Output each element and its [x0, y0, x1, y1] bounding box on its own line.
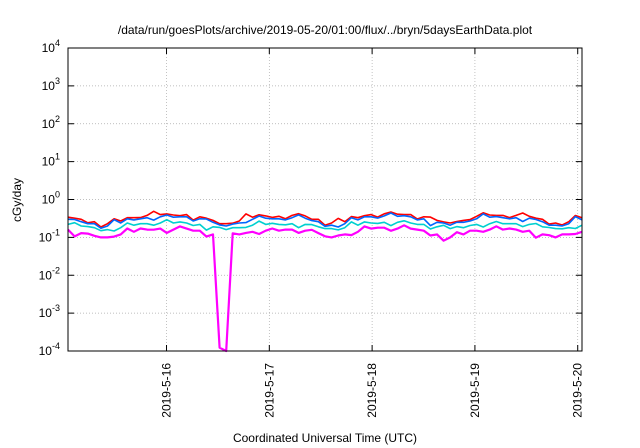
- y-tick-label: 10-4: [39, 341, 60, 358]
- series-line-2: [67, 212, 583, 229]
- y-tick-label: 101: [42, 152, 60, 169]
- series-line-3: [67, 218, 583, 232]
- series-line-4: [67, 224, 583, 353]
- series-layer: [67, 210, 583, 353]
- y-tick-label: 102: [42, 114, 60, 131]
- series-line-1: [67, 210, 583, 228]
- x-tick-label: 2019-5-19: [468, 363, 482, 418]
- y-tick-label: 10-3: [39, 303, 60, 320]
- x-tick-label: 2019-5-17: [262, 363, 276, 418]
- plot-frame: [67, 47, 583, 352]
- y-tick-label: 10-1: [39, 227, 60, 244]
- y-tick-label: 100: [42, 190, 60, 207]
- chart-title: /data/run/goesPlots/archive/2019-05-20/0…: [118, 23, 533, 37]
- x-tick-label: 2019-5-20: [571, 363, 585, 418]
- ticks: 10-4 10-3 10-2 10-1 100 101 102 103 104 2019-5-16…: [39, 38, 585, 418]
- y-axis-label: cGy/day: [10, 178, 24, 222]
- x-axis-label: Coordinated Universal Time (UTC): [233, 431, 417, 445]
- grid: [68, 48, 582, 351]
- x-tick-label: 2019-5-16: [160, 363, 174, 418]
- x-tick-label: 2019-5-18: [365, 363, 379, 418]
- y-tick-label: 103: [42, 76, 60, 93]
- y-tick-label: 10-2: [39, 265, 60, 282]
- y-tick-label: 104: [42, 38, 60, 55]
